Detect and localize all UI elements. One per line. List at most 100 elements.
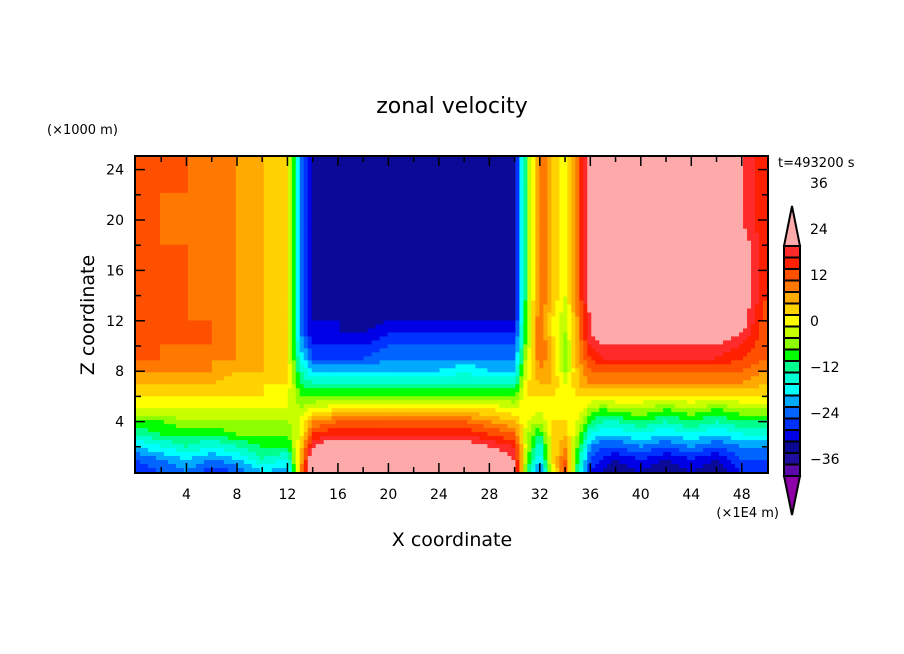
field-cell — [763, 252, 768, 258]
field-cell — [599, 244, 604, 250]
field-cell — [519, 160, 524, 166]
field-cell — [243, 168, 249, 174]
field-cell — [647, 220, 652, 226]
field-cell — [307, 192, 313, 198]
field-cell — [511, 157, 516, 162]
field-cell — [423, 216, 429, 222]
field-cell — [439, 188, 445, 194]
field-cell — [735, 212, 740, 218]
field-cell — [159, 157, 165, 162]
field-cell — [711, 272, 716, 278]
field-cell — [419, 160, 425, 166]
field-cell — [227, 272, 233, 278]
field-cell — [499, 252, 505, 258]
field-cell — [507, 180, 512, 186]
field-cell — [335, 252, 341, 258]
field-cell — [335, 180, 341, 186]
field-cell — [155, 276, 161, 282]
field-cell — [739, 172, 744, 178]
field-cell — [535, 196, 540, 202]
field-cell — [255, 212, 261, 218]
field-cell — [655, 200, 660, 206]
field-cell — [551, 212, 556, 218]
field-cell — [211, 232, 217, 238]
field-cell — [279, 208, 285, 214]
field-cell — [199, 252, 205, 258]
field-cell — [471, 232, 477, 238]
field-cell — [499, 220, 505, 226]
field-cell — [563, 228, 568, 234]
field-cell — [615, 240, 620, 246]
field-cell — [491, 200, 497, 206]
field-cell — [307, 248, 313, 254]
field-cell — [359, 208, 365, 214]
field-cell — [303, 204, 309, 210]
field-cell — [623, 244, 628, 250]
field-cell — [327, 264, 333, 270]
field-cell — [299, 224, 305, 230]
field-cell — [587, 228, 592, 234]
field-cell — [547, 180, 552, 186]
field-cell — [591, 260, 596, 266]
field-cell — [339, 280, 345, 286]
field-cell — [483, 164, 489, 170]
field-cell — [695, 232, 700, 238]
field-cell — [647, 160, 652, 166]
field-cell — [163, 260, 169, 266]
field-cell — [419, 220, 425, 226]
field-cell — [535, 272, 540, 278]
field-cell — [627, 268, 632, 274]
field-cell — [423, 200, 429, 206]
field-cell — [695, 256, 700, 262]
field-cell — [731, 220, 736, 226]
field-cell — [151, 172, 157, 178]
field-cell — [143, 240, 149, 246]
field-cell — [351, 272, 357, 278]
field-cell — [475, 276, 481, 282]
field-cell — [331, 268, 337, 274]
field-cell — [423, 224, 429, 230]
field-cell — [759, 256, 764, 262]
field-cell — [755, 157, 760, 162]
field-cell — [579, 168, 584, 174]
field-cell — [399, 236, 405, 242]
field-cell — [331, 208, 337, 214]
field-cell — [751, 216, 756, 222]
field-cell — [143, 212, 149, 218]
field-cell — [603, 264, 608, 270]
field-cell — [723, 168, 728, 174]
field-cell — [591, 184, 596, 190]
field-cell — [611, 272, 616, 278]
field-cell — [595, 252, 600, 258]
field-cell — [459, 188, 465, 194]
field-cell — [211, 276, 217, 282]
field-cell — [359, 256, 365, 262]
field-cell — [219, 252, 225, 258]
field-cell — [395, 272, 401, 278]
field-cell — [595, 168, 600, 174]
field-cell — [331, 164, 337, 170]
field-cell — [271, 204, 277, 210]
field-cell — [559, 176, 564, 182]
field-cell — [643, 196, 648, 202]
field-cell — [691, 180, 696, 186]
field-cell — [431, 164, 437, 170]
field-cell — [615, 157, 620, 162]
field-cell — [663, 248, 668, 254]
field-cell — [631, 164, 636, 170]
field-cell — [323, 164, 329, 170]
field-cell — [331, 184, 337, 190]
field-cell — [507, 268, 512, 274]
field-cell — [299, 256, 305, 262]
field-cell — [195, 276, 201, 282]
field-cell — [139, 272, 145, 278]
field-cell — [319, 236, 325, 242]
field-cell — [175, 220, 181, 226]
field-cell — [659, 192, 664, 198]
field-cell — [351, 172, 357, 178]
field-cell — [407, 192, 413, 198]
field-cell — [623, 276, 628, 282]
field-cell — [719, 172, 724, 178]
field-cell — [387, 184, 393, 190]
field-cell — [223, 204, 229, 210]
